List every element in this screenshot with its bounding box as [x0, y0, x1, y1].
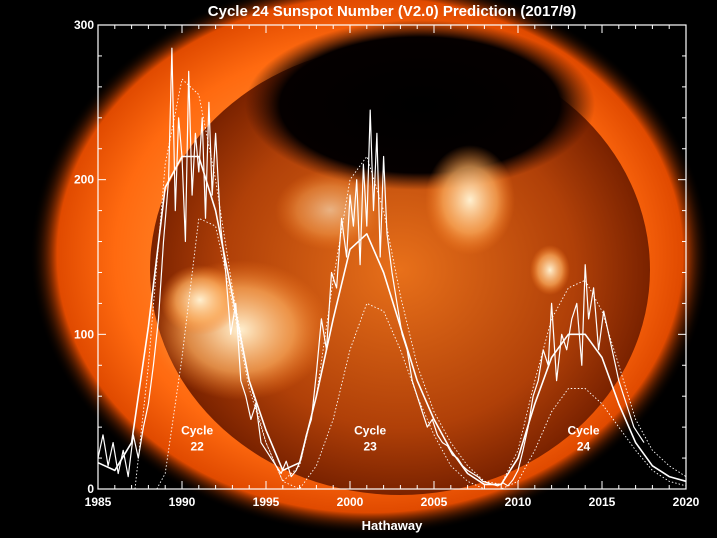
x-tick-label: 2005 [421, 495, 448, 509]
cycle-number: 23 [363, 440, 377, 454]
cycle-label: Cycle [354, 424, 386, 438]
x-tick-label: 2010 [505, 495, 532, 509]
x-axis-label: Hathaway [362, 518, 423, 533]
x-tick-label: 2020 [673, 495, 700, 509]
x-tick-label: 2000 [337, 495, 364, 509]
plot-frame [97, 24, 687, 490]
series-dotted-lower [156, 217, 687, 490]
x-tick-label: 1990 [169, 495, 196, 509]
series-jagged [97, 47, 645, 487]
y-tick-label: 200 [74, 173, 94, 187]
cycle-number: 24 [577, 440, 591, 454]
y-tick-label: 100 [74, 327, 94, 341]
y-tick-label: 0 [87, 482, 94, 496]
y-tick-label: 300 [74, 18, 94, 32]
x-tick-label: 1985 [85, 495, 112, 509]
x-tick-label: 2015 [589, 495, 616, 509]
cycle-number: 22 [190, 440, 204, 454]
annotations: Cycle 22 Cycle 23 Cycle 24 [181, 424, 600, 454]
series-smooth [97, 155, 687, 486]
series-layer [97, 47, 687, 490]
x-tick-label: 1995 [253, 495, 280, 509]
cycle-label: Cycle [568, 424, 600, 438]
cycle-label: Cycle [181, 424, 213, 438]
x-axis: 1985 1990 1995 2000 2005 2010 2015 2020 [85, 25, 700, 509]
chart-title: Cycle 24 Sunspot Number (V2.0) Predictio… [208, 3, 576, 20]
y-axis: 0 100 200 300 [74, 18, 686, 496]
